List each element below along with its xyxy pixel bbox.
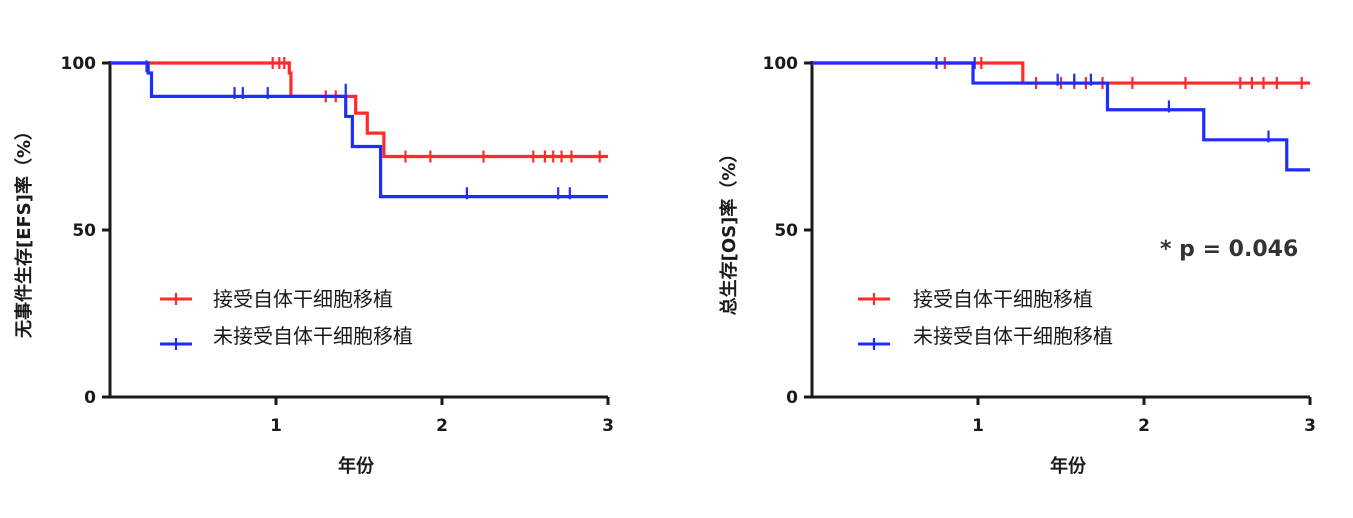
os-y-tick-label: 100 (763, 54, 799, 74)
p-value-annotation: * p = 0.046 (1160, 237, 1298, 262)
os-x-tick-label: 3 (1304, 416, 1316, 436)
efs-x-axis-label: 年份 (338, 455, 375, 477)
efs-y-axis-label: 无事件生存[EFS]率（%） (13, 122, 35, 338)
os-x-axis-label: 年份 (1050, 455, 1087, 477)
os-x-tick-label: 2 (1138, 416, 1150, 436)
legend-label-no-transplant: 未接受自体干细胞移植 (213, 324, 413, 348)
efs-y-tick-label: 100 (61, 54, 97, 74)
legend-label-transplant: 接受自体干细胞移植 (913, 287, 1093, 311)
efs-x-tick-label: 3 (602, 416, 614, 436)
efs-series-1-line (110, 61, 608, 199)
efs-plot-area: 0 50 100 1 2 3 (61, 54, 614, 436)
os-x-tick-label: 1 (972, 416, 984, 436)
os-y-axis-label: 总生存[OS]率（%） (718, 145, 740, 316)
os-y-tick-label: 50 (774, 221, 798, 241)
efs-x-tick-label: 1 (270, 416, 282, 436)
efs-series-0-line (110, 61, 608, 159)
os-legend: 接受自体干细胞移植 未接受自体干细胞移植 (858, 287, 1113, 350)
legend-label-no-transplant: 未接受自体干细胞移植 (913, 324, 1113, 348)
efs-y-tick-label: 0 (84, 388, 96, 408)
os-chart: 总生存[OS]率（%） 年份 * p = 0.046 0 50 100 1 2 3 接受自… (718, 54, 1316, 477)
legend-label-transplant: 接受自体干细胞移植 (213, 287, 393, 311)
efs-chart: 无事件生存[EFS]率（%） 年份 0 50 100 1 2 3 接受自体干细胞移植 未接… (13, 54, 614, 477)
efs-legend: 接受自体干细胞移植 未接受自体干细胞移植 (160, 287, 413, 350)
efs-y-tick-label: 50 (72, 221, 96, 241)
os-y-tick-label: 0 (786, 388, 798, 408)
os-series-1-line (812, 61, 1310, 172)
os-plot-area: 0 50 100 1 2 3 (763, 54, 1316, 436)
efs-x-tick-label: 2 (436, 416, 448, 436)
